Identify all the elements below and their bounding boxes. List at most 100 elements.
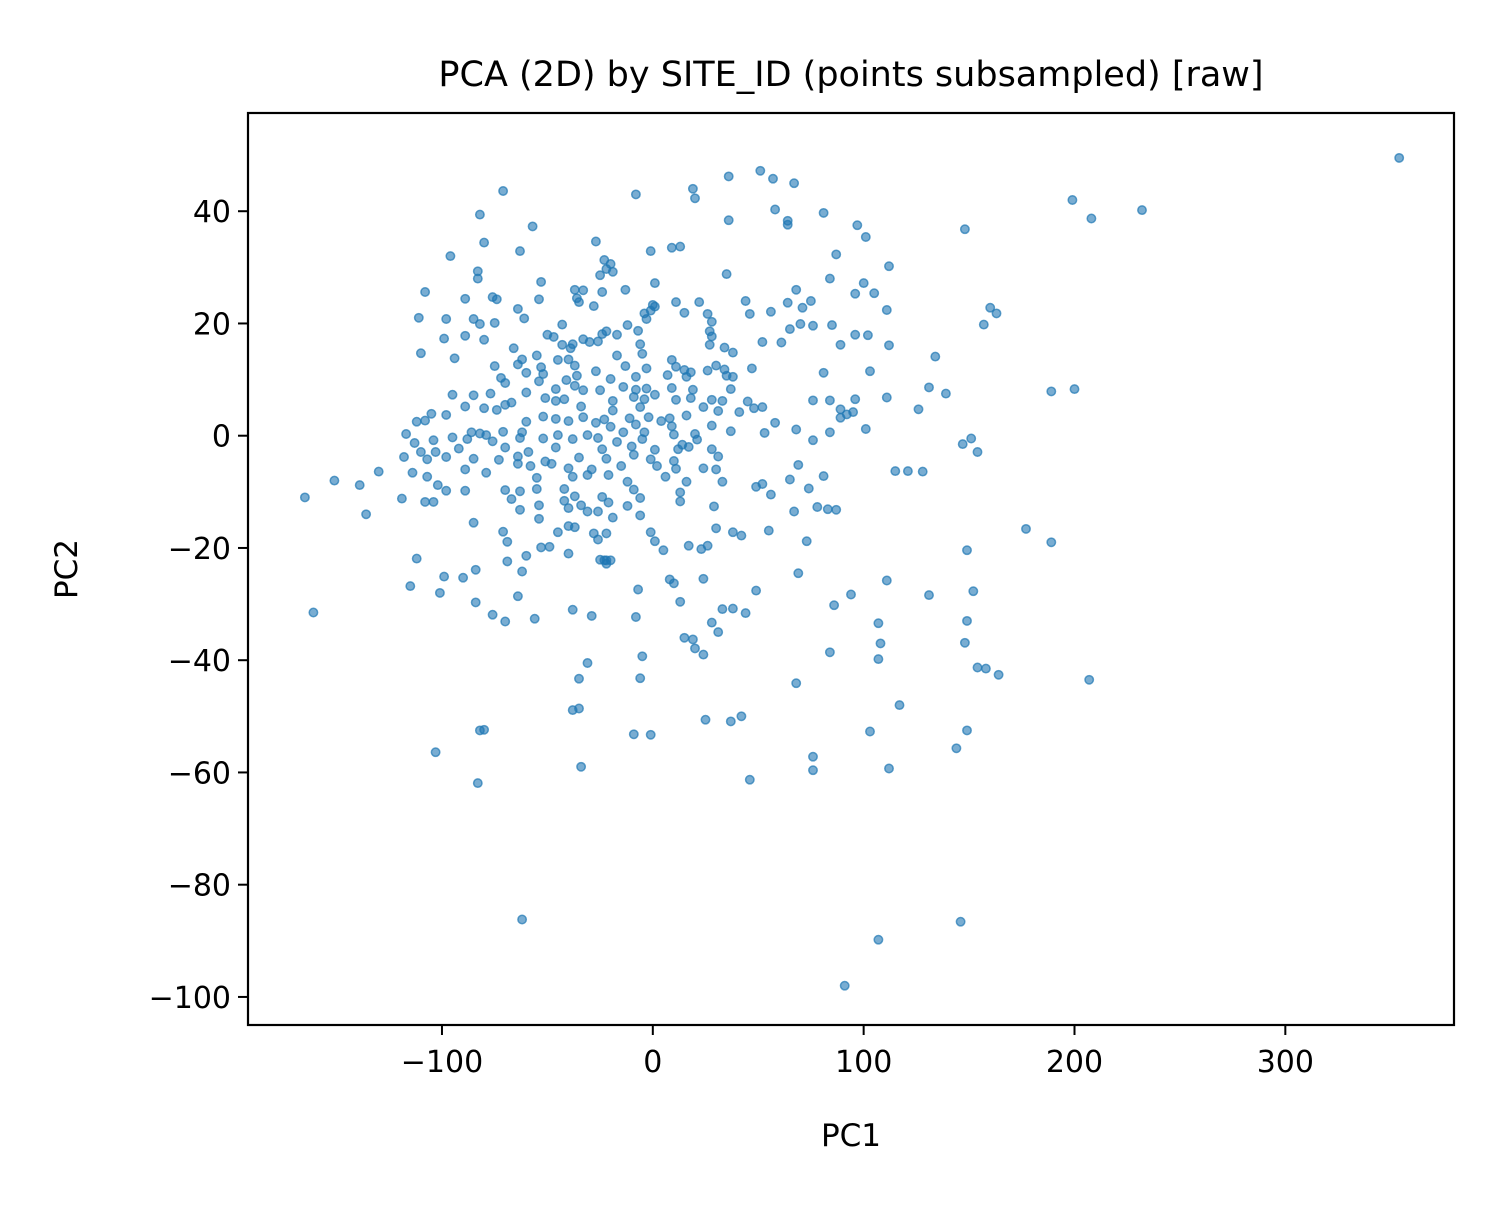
data-point: [354, 480, 365, 491]
data-point: [757, 402, 768, 413]
data-point: [985, 302, 996, 313]
data-point: [797, 302, 808, 313]
data-point: [765, 306, 776, 317]
data-point: [824, 427, 835, 438]
data-point: [458, 572, 469, 583]
data-point: [666, 242, 677, 253]
y-axis-label: PC2: [49, 539, 85, 599]
y-axis: −100 −80 −60 −40 −20 0 20 40: [149, 195, 248, 1016]
data-point: [681, 476, 692, 487]
data-point: [725, 716, 736, 727]
data-point: [770, 417, 781, 428]
data-point: [460, 485, 471, 496]
data-point: [502, 536, 513, 547]
data-point: [902, 466, 913, 477]
data-point: [567, 604, 578, 615]
data-point: [582, 658, 593, 668]
data-point: [791, 284, 802, 295]
data-point: [474, 319, 485, 329]
data-point: [692, 434, 703, 445]
data-point: [713, 627, 724, 638]
data-point: [411, 553, 422, 564]
data-point: [607, 512, 618, 523]
data-point: [649, 536, 660, 547]
data-point: [782, 219, 793, 230]
data-point: [399, 452, 409, 462]
data-point: [538, 369, 549, 379]
data-point: [569, 491, 580, 502]
data-point: [673, 444, 684, 455]
data-point: [559, 394, 570, 405]
data-point: [593, 433, 603, 443]
data-point: [749, 403, 759, 414]
data-point: [557, 319, 568, 330]
data-point: [873, 934, 884, 945]
data-point: [521, 550, 532, 561]
data-point: [666, 421, 677, 432]
data-point: [862, 330, 873, 341]
data-point: [770, 204, 781, 215]
data-point: [597, 329, 608, 340]
data-point: [420, 496, 431, 507]
data-point: [839, 980, 850, 991]
data-point: [361, 509, 372, 520]
data-point: [521, 367, 532, 378]
data-point: [671, 394, 681, 405]
data-point: [645, 305, 656, 316]
data-point: [687, 183, 698, 194]
data-point: [690, 193, 700, 204]
data-point: [829, 600, 840, 611]
data-point: [696, 544, 707, 555]
data-point: [590, 236, 601, 247]
data-point: [441, 452, 452, 462]
data-point: [706, 316, 717, 327]
data-point: [593, 506, 603, 517]
data-point: [552, 430, 563, 441]
data-point: [441, 314, 452, 324]
data-point: [521, 416, 532, 427]
data-point: [563, 463, 574, 474]
data-point: [727, 603, 738, 614]
data-point: [468, 390, 479, 401]
data-point: [808, 765, 818, 776]
data-point: [468, 517, 479, 528]
data-point: [603, 497, 614, 508]
data-point: [801, 536, 812, 547]
data-point: [563, 548, 574, 559]
data-point: [812, 502, 823, 512]
data-point: [460, 330, 471, 341]
data-point: [924, 590, 934, 601]
data-point: [725, 426, 736, 437]
data-point: [824, 647, 835, 658]
data-point: [782, 297, 793, 308]
data-point: [679, 632, 690, 643]
data-point: [795, 319, 806, 329]
data-point: [413, 312, 424, 323]
data-point: [789, 506, 800, 517]
data-point: [574, 703, 584, 714]
data-point: [687, 384, 698, 395]
data-point: [683, 441, 694, 452]
data-point: [639, 394, 650, 405]
data-point: [546, 458, 557, 469]
data-point: [635, 402, 646, 413]
data-point: [420, 287, 431, 297]
data-point: [563, 416, 574, 427]
data-point: [675, 241, 686, 252]
data-point: [717, 604, 728, 615]
data-point: [460, 401, 471, 412]
data-point: [563, 521, 574, 532]
data-point: [1137, 205, 1147, 216]
data-point: [884, 261, 894, 272]
data-point: [675, 496, 686, 507]
data-point: [567, 339, 578, 350]
data-point: [430, 447, 441, 457]
data-point: [607, 266, 618, 277]
data-point: [515, 246, 525, 257]
data-point: [506, 397, 517, 408]
data-point: [536, 276, 547, 287]
data-point: [470, 597, 481, 608]
data-point: [563, 354, 574, 365]
data-point: [624, 413, 635, 424]
data-point: [873, 618, 884, 629]
